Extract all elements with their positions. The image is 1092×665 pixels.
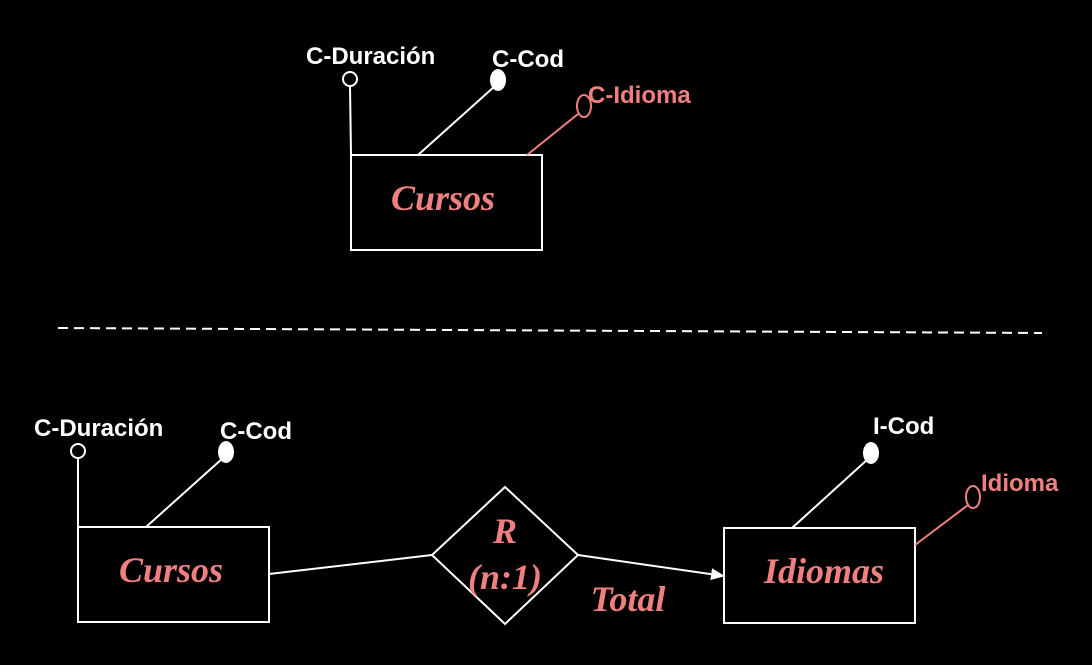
attr-label-c-duracion: C-Duración <box>34 415 163 442</box>
entity-idiomas-box <box>723 527 916 624</box>
attr-connector-highlighted <box>526 113 579 156</box>
attr-label-idioma: Idioma <box>981 470 1059 497</box>
entity-cursos-box <box>77 526 270 623</box>
simple-attribute-marker-highlighted <box>576 94 592 118</box>
entity-cursos-box <box>350 154 543 251</box>
simple-attribute-marker-highlighted <box>965 485 981 509</box>
attr-label-i-cod: I-Cod <box>873 413 934 440</box>
attr-connector <box>417 85 496 156</box>
attr-label-c-duracion: C-Duración <box>306 43 435 70</box>
separator-dashed-line <box>57 327 1043 334</box>
key-attribute-marker <box>218 441 234 463</box>
simple-attribute-marker <box>342 71 358 87</box>
relationship-connector-left <box>268 554 433 575</box>
attr-label-c-cod: C-Cod <box>220 418 292 445</box>
attr-connector <box>145 457 224 528</box>
key-attribute-marker <box>863 442 879 464</box>
simple-attribute-marker <box>70 443 86 459</box>
attr-connector <box>791 458 869 529</box>
attr-label-c-cod: C-Cod <box>492 46 564 73</box>
attr-connector <box>349 86 352 156</box>
relationship-diamond <box>430 485 580 626</box>
relationship-cardinality: (n:1) <box>468 557 542 597</box>
entity-idiomas-label: Idiomas <box>763 551 884 591</box>
entity-cursos-label: Cursos <box>391 178 495 218</box>
top-diagram: Cursos C-Duración C-Cod C-Idioma <box>306 43 691 251</box>
attr-connector-highlighted <box>914 504 969 546</box>
bottom-diagram: Cursos C-Duración C-Cod R (n:1) Total Id… <box>34 413 1059 626</box>
relationship-connector-arrow <box>577 554 725 581</box>
participation-label: Total <box>591 579 666 619</box>
entity-cursos-label: Cursos <box>119 550 223 590</box>
attr-label-c-idioma: C-Idioma <box>588 82 691 109</box>
relationship-name: R <box>492 511 517 551</box>
key-attribute-marker <box>490 69 506 91</box>
